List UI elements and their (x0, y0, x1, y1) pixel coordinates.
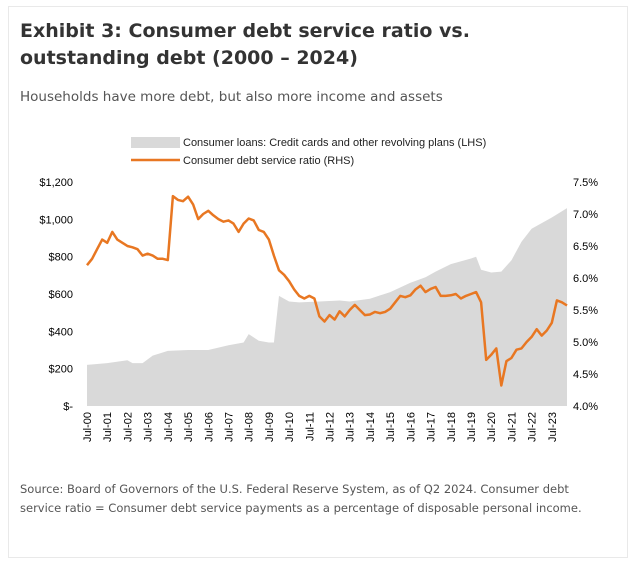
plot-area (86, 194, 568, 406)
x-axis-tick-label: Jul-21 (506, 412, 518, 442)
x-axis-tick-label: Jul-08 (244, 412, 256, 442)
legend-label-area: Consumer loans: Credit cards and other r… (183, 137, 486, 149)
legend-swatch-area (131, 137, 180, 148)
series-line-debt-service-ratio (86, 194, 568, 387)
chart-title: Exhibit 3: Consumer debt service ratio v… (20, 20, 470, 69)
x-axis-tick-label: Jul-09 (264, 412, 276, 442)
x-axis-tick-label: Jul-04 (163, 412, 175, 442)
left-axis-tick-label: $600 (49, 289, 73, 301)
left-axis-tick-label: $400 (49, 326, 73, 338)
right-axis-tick-label: 4.0% (573, 401, 598, 413)
x-axis-tick-label: Jul-05 (183, 412, 195, 442)
x-axis-tick-label: Jul-11 (304, 412, 316, 441)
legend-label-line: Consumer debt service ratio (RHS) (183, 155, 354, 167)
x-axis-tick-label: Jul-07 (224, 412, 236, 442)
x-axis-tick-label: Jul-13 (345, 412, 357, 442)
right-axis-tick-label: 4.5% (573, 369, 598, 381)
left-axis-tick-label: $1,200 (39, 177, 73, 189)
x-axis-tick-label: Jul-14 (365, 412, 377, 442)
right-axis-tick-label: 7.0% (573, 209, 598, 221)
x-axis-tick-label: Jul-03 (143, 412, 155, 442)
x-axis-tick-label: Jul-12 (325, 412, 337, 442)
right-axis-tick-label: 5.5% (573, 305, 598, 317)
left-axis-tick-label: $800 (49, 252, 73, 264)
right-axis: 4.0% 4.5% 5.0% 5.5% 6.0% 6.5% 7.0% 7.5% (573, 177, 598, 413)
right-axis-tick-label: 6.5% (573, 241, 598, 253)
left-axis-tick-label: $- (63, 401, 73, 413)
right-axis-tick-label: 6.0% (573, 273, 598, 285)
right-axis-tick-label: 7.5% (573, 177, 598, 189)
left-axis-tick-label: $200 (49, 364, 73, 376)
x-axis-tick-label: Jul-01 (102, 412, 114, 442)
x-axis-tick-label: Jul-19 (466, 412, 478, 442)
x-axis-tick-label: Jul-22 (527, 412, 539, 442)
x-axis-tick-label: Jul-20 (486, 412, 498, 442)
x-axis-tick-label: Jul-17 (426, 412, 438, 442)
left-axis-tick-label: $1,000 (39, 214, 73, 226)
series-area-consumer-loans (87, 208, 567, 406)
legend: Consumer loans: Credit cards and other r… (131, 137, 486, 167)
right-axis-tick-label: 5.0% (573, 337, 598, 349)
x-axis-tick-label: Jul-06 (203, 412, 215, 442)
left-axis: $- $200 $400 $600 $800 $1,000 $1,200 (39, 177, 73, 413)
x-axis-tick-label: Jul-18 (446, 412, 458, 442)
chart-svg: Consumer loans: Credit cards and other r… (39, 137, 598, 442)
chart-subtitle: Households have more debt, but also more… (20, 89, 443, 105)
x-axis: Jul-00 Jul-01 Jul-02 Jul-03 Jul-04 Jul-05 Jul-… (82, 412, 559, 442)
x-axis-tick-label: Jul-23 (547, 412, 559, 442)
source-note: Source: Board of Governors of the U.S. F… (20, 482, 582, 515)
x-axis-tick-label: Jul-15 (385, 412, 397, 442)
x-axis-tick-label: Jul-10 (284, 412, 296, 442)
x-axis-tick-label: Jul-00 (82, 412, 94, 442)
x-axis-tick-label: Jul-02 (122, 412, 134, 442)
x-axis-tick-label: Jul-16 (405, 412, 417, 442)
